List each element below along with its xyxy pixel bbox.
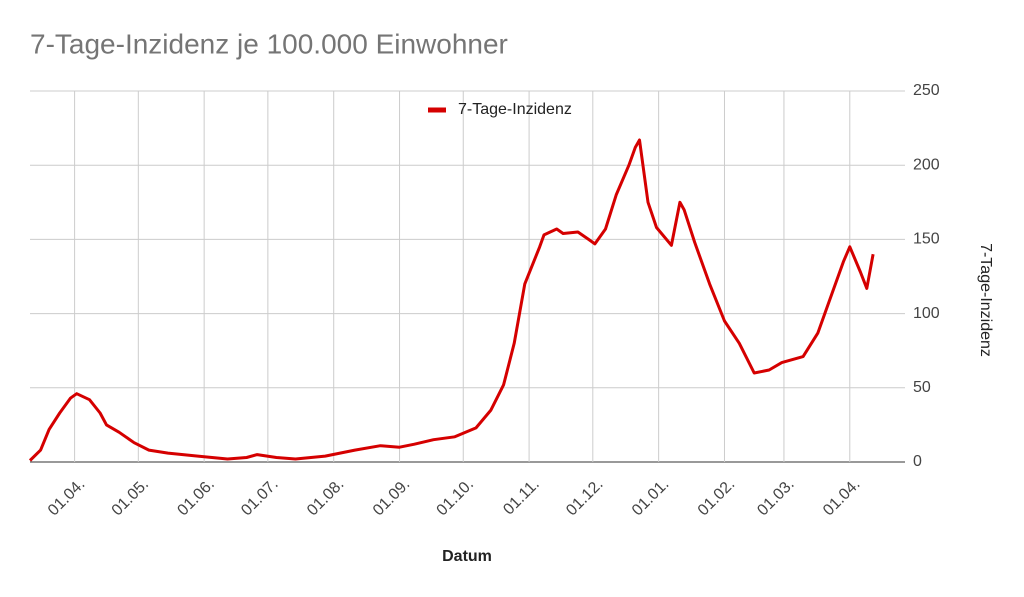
x-tick-label: 01.01. xyxy=(629,476,672,519)
x-tick-label: 01.12. xyxy=(563,476,606,519)
y-tick-label: 0 xyxy=(913,453,922,470)
x-tick-label: 01.02. xyxy=(695,476,738,519)
x-axis-title: Datum xyxy=(442,548,492,565)
y-tick-label: 150 xyxy=(913,231,940,248)
x-tick-label: 01.05. xyxy=(109,476,152,519)
y-tick-label: 200 xyxy=(913,156,940,173)
y-tick-label: 250 xyxy=(913,82,940,99)
x-tick-label: 01.03. xyxy=(754,476,797,519)
x-tick-label: 01.04. xyxy=(820,476,863,519)
x-tick-label: 01.07. xyxy=(238,476,281,519)
x-tick-label: 01.10. xyxy=(434,476,477,519)
x-tick-label: 01.08. xyxy=(304,476,347,519)
data-line xyxy=(28,138,875,462)
legend-label: 7-Tage-Inzidenz xyxy=(458,101,572,118)
x-tick-label: 01.09. xyxy=(370,476,413,519)
x-tick-label: 01.06. xyxy=(174,476,217,519)
y-axis-title: 7-Tage-Inzidenz xyxy=(977,243,994,357)
x-tick-label: 01.11. xyxy=(500,476,543,519)
x-tick-label: 01.04. xyxy=(45,476,88,519)
y-tick-label: 100 xyxy=(913,305,940,322)
chart-title: 7-Tage-Inzidenz je 100.000 Einwohner xyxy=(30,28,508,59)
y-tick-label: 50 xyxy=(913,379,931,396)
